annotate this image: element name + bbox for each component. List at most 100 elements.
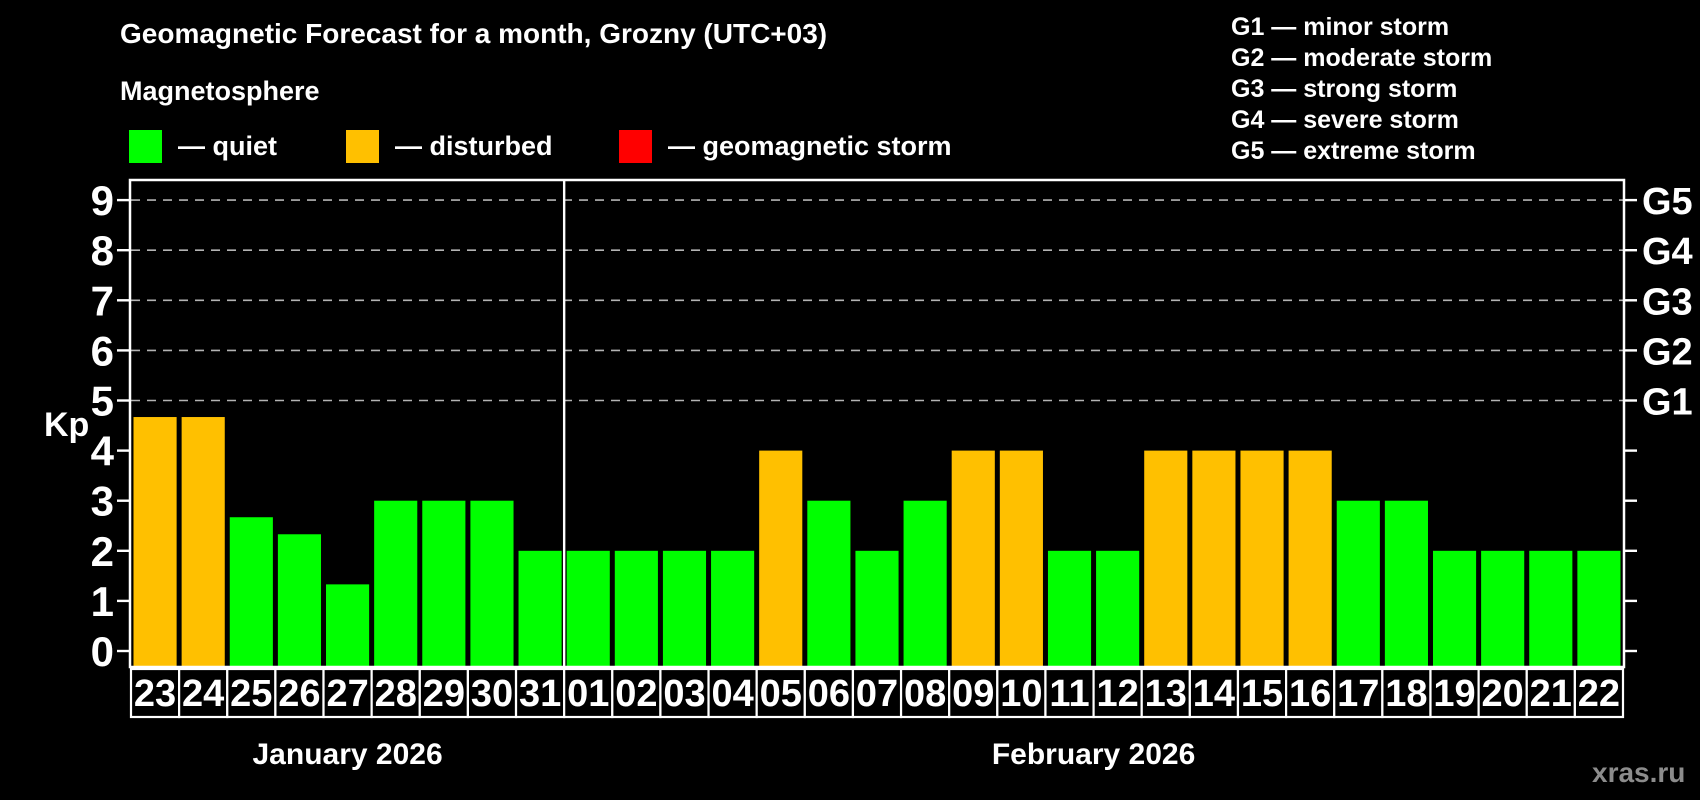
chart-title: Geomagnetic Forecast for a month, Grozny…	[120, 18, 828, 49]
g3-legend-line: G3 — strong storm	[1231, 75, 1458, 103]
g2-legend-line: G2 — moderate storm	[1231, 44, 1493, 72]
right-axis-label-g4: G4	[1642, 231, 1693, 273]
day-label-31: 31	[519, 673, 561, 715]
day-box-25	[226, 667, 277, 719]
day-label-21: 21	[1530, 673, 1572, 715]
legend-item-storm: — geomagnetic storm	[619, 130, 952, 163]
legend-item-disturbed: — disturbed	[346, 130, 553, 163]
day-label-27: 27	[326, 673, 368, 715]
day-label-24: 24	[182, 673, 224, 715]
y-axis-label-5: 5	[91, 378, 114, 425]
day-label-30: 30	[471, 673, 513, 715]
y-axis-label-1: 1	[91, 578, 114, 625]
kp-bar-day-15	[1240, 450, 1284, 667]
kp-bar-day-11	[1047, 550, 1092, 667]
day-box-08	[899, 667, 951, 719]
quiet-swatch-icon	[129, 130, 162, 163]
kp-bar-day-09	[951, 450, 995, 667]
day-label-15: 15	[1241, 673, 1283, 715]
kp-bar-day-17	[1336, 500, 1380, 667]
day-box-03	[659, 667, 710, 719]
kp-bar-day-05	[759, 450, 803, 667]
g4-legend-line: G4 — severe storm	[1231, 106, 1459, 134]
day-label-02: 02	[615, 673, 657, 715]
kp-bar-day-03	[662, 550, 707, 667]
y-axis-label-6: 6	[91, 327, 114, 374]
day-box-18	[1381, 667, 1432, 719]
day-label-16: 16	[1289, 673, 1331, 715]
kp-bar-day-26	[277, 534, 322, 667]
kp-bar-day-07	[855, 550, 899, 667]
day-box-20	[1477, 667, 1528, 719]
disturbed-swatch-icon	[346, 130, 379, 163]
disturbed-label: — disturbed	[395, 131, 553, 161]
day-label-26: 26	[278, 673, 320, 715]
day-label-25: 25	[230, 673, 272, 715]
month-label-february: February 2026	[992, 738, 1195, 771]
magnetosphere-label: Magnetosphere	[120, 76, 320, 106]
day-box-05	[755, 667, 806, 719]
day-box-26	[274, 667, 325, 719]
kp-bar-day-28	[374, 500, 418, 667]
day-label-10: 10	[1000, 673, 1042, 715]
day-label-08: 08	[904, 673, 946, 715]
g5-legend-line: G5 — extreme storm	[1231, 137, 1476, 165]
kp-bar-day-29	[422, 500, 466, 667]
day-label-28: 28	[375, 673, 417, 715]
kp-bar-day-06	[807, 500, 851, 667]
kp-bar-day-16	[1288, 450, 1332, 667]
y-axis-label-0: 0	[91, 628, 114, 675]
day-box-24	[178, 667, 229, 719]
day-box-22	[1573, 667, 1625, 719]
right-axis-label-g2: G2	[1642, 331, 1693, 373]
kp-bar-day-02	[614, 550, 658, 667]
kp-bar-day-19	[1432, 550, 1477, 667]
day-label-19: 19	[1433, 673, 1475, 715]
day-label-09: 09	[952, 673, 994, 715]
right-axis-label-g5: G5	[1642, 181, 1693, 223]
y-axis-label-4: 4	[91, 428, 115, 475]
y-axis-label-2: 2	[91, 528, 114, 575]
kp-bar-day-20	[1481, 550, 1525, 667]
storm-swatch-icon	[619, 130, 652, 163]
day-box-15	[1236, 667, 1288, 719]
day-label-14: 14	[1193, 673, 1235, 715]
day-label-23: 23	[134, 673, 176, 715]
y-axis-label-3: 3	[91, 478, 114, 525]
legend-item-quiet: — quiet	[129, 130, 277, 163]
storm-label: — geomagnetic storm	[668, 131, 952, 161]
kp-bar-day-08	[903, 500, 947, 667]
day-label-11: 11	[1049, 673, 1089, 715]
day-box-06	[803, 667, 855, 719]
day-box-16	[1284, 667, 1336, 719]
plot-frame	[128, 178, 1626, 669]
y-axis-label-9: 9	[91, 177, 114, 224]
quiet-label: — quiet	[178, 131, 277, 161]
day-label-29: 29	[423, 673, 465, 715]
day-label-04: 04	[711, 673, 753, 715]
right-axis-label-g3: G3	[1642, 281, 1693, 323]
day-label-05: 05	[760, 673, 802, 715]
day-label-06: 06	[808, 673, 850, 715]
kp-bar-day-31	[518, 550, 562, 667]
g1-legend-line: G1 — minor storm	[1231, 13, 1450, 41]
day-box-31	[514, 667, 566, 719]
month-label-january: January 2026	[253, 738, 443, 771]
kp-bar-day-21	[1529, 550, 1573, 667]
day-box-19	[1429, 667, 1480, 719]
kp-bar-day-25	[229, 517, 273, 667]
day-label-03: 03	[663, 673, 705, 715]
day-label-07: 07	[856, 673, 898, 715]
day-label-01: 01	[567, 673, 609, 715]
day-label-18: 18	[1385, 673, 1427, 715]
y-axis-label-8: 8	[91, 227, 114, 274]
day-label-17: 17	[1337, 673, 1379, 715]
kp-bar-day-24	[181, 417, 225, 667]
y-axis-label-7: 7	[91, 277, 114, 324]
day-box-29	[418, 667, 470, 719]
day-box-09	[948, 667, 999, 719]
day-box-10	[996, 667, 1047, 719]
storm-scale-legend: G1 — minor storm G2 — moderate storm G3 …	[1231, 12, 1492, 167]
